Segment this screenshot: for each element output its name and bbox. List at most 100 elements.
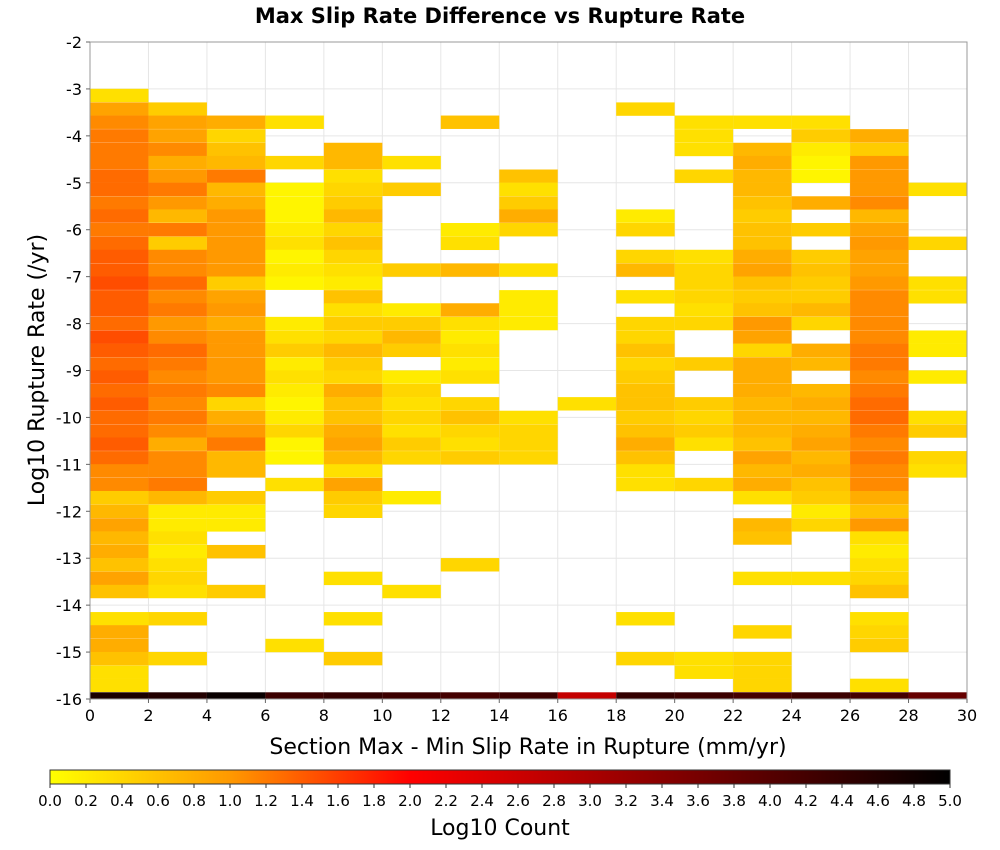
heatmap-cell bbox=[323, 290, 383, 304]
heatmap-cell bbox=[850, 383, 909, 398]
heatmap-cell bbox=[90, 477, 149, 492]
colorbar-tick-label: 2.4 bbox=[470, 792, 494, 810]
heatmap-cell bbox=[90, 223, 149, 237]
y-tick-label: -16 bbox=[56, 690, 82, 709]
heatmap-cell bbox=[850, 410, 909, 425]
heatmap-cell bbox=[206, 129, 266, 143]
heatmap-cell bbox=[908, 330, 967, 344]
colorbar-tick-label: 0.0 bbox=[38, 792, 62, 810]
heatmap-cell bbox=[265, 223, 324, 237]
heatmap-cell bbox=[733, 571, 792, 586]
heatmap-cell bbox=[850, 437, 909, 451]
colorbar-tick-label: 2.2 bbox=[434, 792, 458, 810]
heatmap-cell bbox=[791, 518, 851, 532]
heatmap-cell bbox=[850, 612, 909, 626]
heatmap-cell bbox=[90, 678, 149, 693]
heatmap-cell bbox=[499, 692, 558, 699]
heatmap-cell bbox=[206, 410, 266, 425]
heatmap-cell bbox=[616, 397, 675, 411]
heatmap-cell bbox=[265, 343, 324, 358]
heatmap-cell bbox=[323, 357, 383, 371]
heatmap-cell bbox=[323, 236, 383, 251]
heatmap-cell bbox=[206, 169, 266, 183]
heatmap-cell bbox=[206, 383, 266, 398]
y-tick-label: -12 bbox=[56, 502, 82, 521]
heatmap-cell bbox=[206, 370, 266, 384]
heatmap-cell bbox=[206, 357, 266, 371]
heatmap-cell bbox=[206, 249, 266, 264]
heatmap-cell bbox=[850, 169, 909, 183]
heatmap-cell bbox=[382, 343, 441, 358]
colorbar-tick-label: 1.2 bbox=[254, 792, 278, 810]
heatmap-cell bbox=[440, 316, 500, 331]
heatmap-cell bbox=[850, 477, 909, 492]
heatmap-cell bbox=[791, 196, 851, 210]
heatmap-cell bbox=[733, 290, 792, 304]
heatmap-cell bbox=[499, 451, 558, 465]
heatmap-cell bbox=[265, 263, 324, 277]
heatmap-cell bbox=[850, 518, 909, 532]
heatmap-cell bbox=[616, 383, 675, 398]
heatmap-cell bbox=[323, 370, 383, 384]
heatmap-cell bbox=[90, 531, 149, 545]
heatmap-cell bbox=[265, 182, 324, 197]
heatmap-cell bbox=[148, 612, 207, 626]
heatmap-cell bbox=[323, 343, 383, 358]
heatmap-cell bbox=[265, 155, 324, 170]
heatmap-cell bbox=[265, 692, 324, 699]
heatmap-cell bbox=[791, 451, 851, 465]
heatmap-cell bbox=[265, 451, 324, 465]
heatmap-cell bbox=[148, 518, 207, 532]
heatmap-cell bbox=[733, 196, 792, 210]
heatmap-cell bbox=[733, 625, 792, 639]
heatmap-cell bbox=[382, 182, 441, 197]
heatmap-cell bbox=[791, 490, 851, 505]
heatmap-cell bbox=[148, 692, 207, 699]
heatmap-cell bbox=[148, 357, 207, 371]
heatmap-cell bbox=[733, 665, 792, 679]
heatmap-cell bbox=[557, 692, 617, 699]
heatmap-cell bbox=[440, 115, 500, 129]
x-tick-label: 12 bbox=[431, 706, 451, 725]
heatmap-cell bbox=[90, 490, 149, 505]
heatmap-cell bbox=[440, 330, 500, 344]
heatmap-cell bbox=[791, 477, 851, 492]
colorbar-tick-label: 3.0 bbox=[578, 792, 602, 810]
heatmap-cell bbox=[265, 276, 324, 290]
heatmap-cell bbox=[616, 223, 675, 237]
heatmap-cell bbox=[206, 451, 266, 465]
heatmap-cell bbox=[90, 558, 149, 572]
heatmap-cell bbox=[265, 209, 324, 223]
heatmap-cell bbox=[440, 410, 500, 425]
heatmap-cell bbox=[850, 584, 909, 599]
heatmap-cell bbox=[382, 155, 441, 170]
heatmap-cell bbox=[90, 584, 149, 599]
x-tick-label: 20 bbox=[664, 706, 684, 725]
heatmap-cell bbox=[733, 531, 792, 545]
x-tick-label: 22 bbox=[723, 706, 743, 725]
heatmap-cell bbox=[90, 249, 149, 264]
heatmap-cell bbox=[323, 451, 383, 465]
colorbar-tick-label: 0.8 bbox=[182, 792, 206, 810]
heatmap-cell bbox=[148, 209, 207, 223]
heatmap-cell bbox=[323, 303, 383, 317]
heatmap-cell bbox=[616, 464, 675, 478]
heatmap-cell bbox=[382, 330, 441, 344]
heatmap-cell bbox=[733, 155, 792, 170]
heatmap-cell bbox=[499, 410, 558, 425]
heatmap-cell bbox=[908, 464, 967, 478]
heatmap-cell bbox=[90, 343, 149, 358]
heatmap-cell bbox=[499, 303, 558, 317]
heatmap-cell bbox=[616, 451, 675, 465]
heatmap-cell bbox=[850, 678, 909, 693]
heatmap-cell bbox=[499, 437, 558, 451]
chart-title: Max Slip Rate Difference vs Rupture Rate bbox=[255, 4, 745, 28]
heatmap-cell bbox=[674, 437, 734, 451]
heatmap-cell bbox=[791, 343, 851, 358]
heatmap-cell bbox=[90, 651, 149, 666]
heatmap-cell bbox=[616, 370, 675, 384]
colorbar-tick-label: 0.2 bbox=[74, 792, 98, 810]
heatmap-cell bbox=[733, 182, 792, 197]
heatmap-cell bbox=[148, 504, 207, 518]
